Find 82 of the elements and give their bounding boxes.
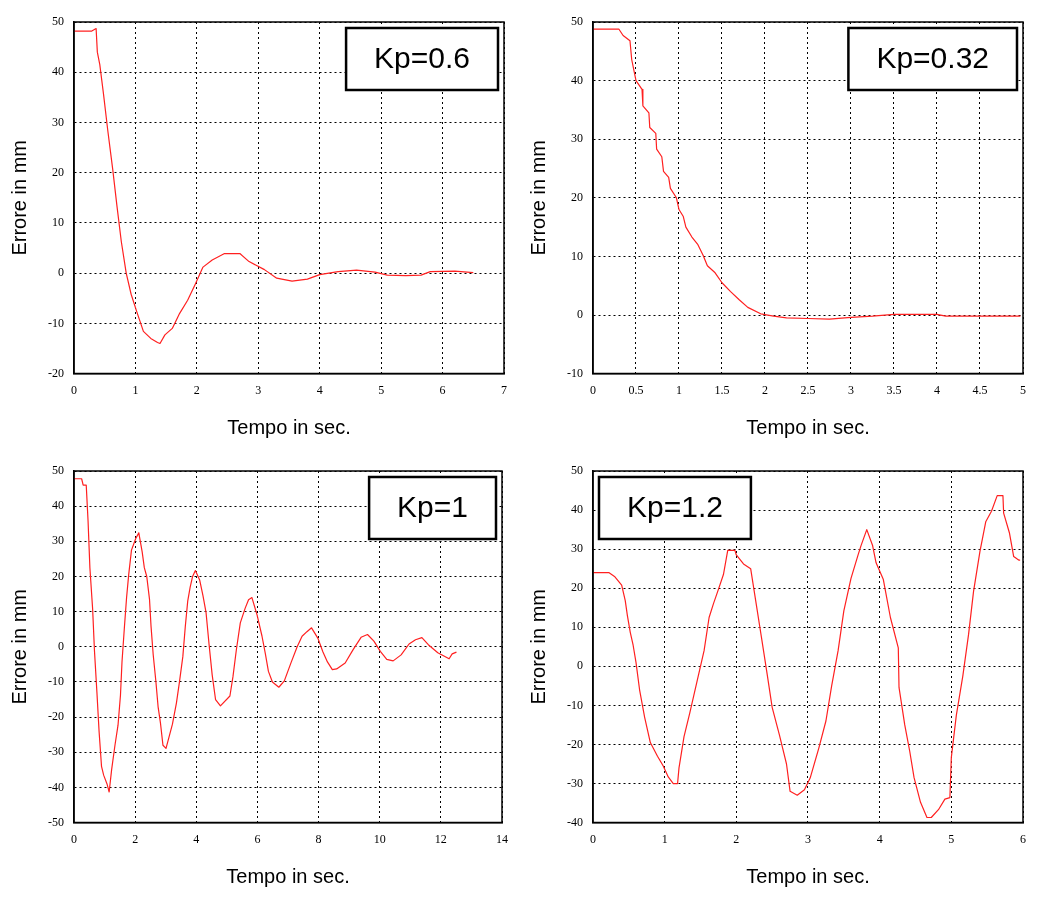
x-axis-title: Tempo in sec. xyxy=(227,415,351,438)
y-tick-label: 50 xyxy=(52,14,64,29)
y-tick-label: -20 xyxy=(567,736,583,751)
x-tick-label: 8 xyxy=(315,831,322,846)
x-tick-label: 10 xyxy=(373,831,386,846)
x-axis-title: Tempo in sec. xyxy=(746,864,870,887)
x-tick-label: 1.5 xyxy=(714,382,730,397)
y-tick-label: 0 xyxy=(577,307,583,322)
y-tick-label: 20 xyxy=(52,164,64,179)
y-tick-label: 40 xyxy=(571,72,583,87)
x-tick-label: 0 xyxy=(71,831,77,846)
y-tick-label: 0 xyxy=(58,265,64,280)
y-tick-label: -40 xyxy=(48,779,64,794)
x-tick-label: 1 xyxy=(132,382,139,397)
y-tick-label: -50 xyxy=(48,814,64,829)
x-tick-label: 1 xyxy=(661,831,668,846)
x-tick-label: 5 xyxy=(948,831,955,846)
annotation: Kp=1.2 xyxy=(626,490,723,524)
x-tick-label: 4 xyxy=(193,831,200,846)
x-tick-label: 0 xyxy=(71,382,77,397)
annotation: Kp=0.6 xyxy=(374,41,470,75)
y-tick-label: -30 xyxy=(48,744,64,759)
x-tick-label: 3 xyxy=(805,831,811,846)
y-tick-label: 20 xyxy=(571,189,583,204)
y-tick-label: 30 xyxy=(571,131,583,146)
x-tick-label: 6 xyxy=(439,382,446,397)
x-tick-label: 3 xyxy=(848,382,854,397)
y-tick-label: -20 xyxy=(48,709,64,724)
y-tick-label: 0 xyxy=(577,658,583,673)
y-tick-label: 30 xyxy=(52,114,64,129)
x-tick-label: 7 xyxy=(501,382,507,397)
x-tick-label: 5 xyxy=(378,382,385,397)
y-tick-label: -10 xyxy=(48,674,64,689)
x-tick-label: 2 xyxy=(193,382,200,397)
annotation: Kp=1 xyxy=(397,490,468,524)
x-tick-label: 2 xyxy=(733,831,740,846)
x-tick-label: 0 xyxy=(590,382,596,397)
y-tick-label: 10 xyxy=(52,603,64,618)
x-tick-label: 0 xyxy=(590,831,596,846)
x-tick-label: 4 xyxy=(876,831,883,846)
x-tick-label: 2 xyxy=(762,382,768,397)
x-tick-label: 2.5 xyxy=(800,382,816,397)
x-tick-label: 0.5 xyxy=(628,382,644,397)
y-tick-label: -10 xyxy=(567,697,583,712)
y-tick-label: 10 xyxy=(571,248,583,263)
y-tick-label: 30 xyxy=(52,533,64,548)
y-tick-label: 40 xyxy=(52,64,64,79)
x-tick-label: 5 xyxy=(1020,382,1026,397)
y-axis-title: Errore in mm xyxy=(526,589,549,705)
y-tick-label: 40 xyxy=(571,502,583,517)
y-tick-label: 30 xyxy=(571,541,583,556)
x-tick-label: 6 xyxy=(1020,831,1026,846)
x-tick-label: 3.5 xyxy=(886,382,902,397)
x-axis-title: Tempo in sec. xyxy=(226,864,350,887)
y-tick-label: -10 xyxy=(48,315,64,330)
x-tick-label: 1 xyxy=(676,382,682,397)
y-tick-label: 50 xyxy=(571,463,583,478)
y-tick-label: 50 xyxy=(571,14,583,29)
y-tick-label: -30 xyxy=(567,775,583,790)
y-axis-title: Errore in mm xyxy=(7,140,30,256)
x-tick-label: 14 xyxy=(496,831,508,846)
y-tick-label: 40 xyxy=(52,498,64,513)
y-tick-label: 10 xyxy=(52,215,64,230)
y-axis-title: Errore in mm xyxy=(526,140,549,256)
y-tick-label: 20 xyxy=(571,580,583,595)
x-tick-label: 4 xyxy=(934,382,940,397)
y-tick-label: 10 xyxy=(571,619,583,634)
x-tick-label: 4.5 xyxy=(972,382,988,397)
y-tick-label: 0 xyxy=(58,638,64,653)
x-axis-title: Tempo in sec. xyxy=(746,415,870,438)
x-tick-label: 2 xyxy=(132,831,139,846)
y-tick-label: -10 xyxy=(567,365,583,380)
annotation: Kp=0.32 xyxy=(876,41,989,75)
y-tick-label: 50 xyxy=(52,463,64,478)
x-tick-label: 12 xyxy=(434,831,447,846)
y-tick-label: -40 xyxy=(567,814,583,829)
y-axis-title: Errore in mm xyxy=(7,589,30,705)
x-tick-label: 3 xyxy=(255,382,262,397)
y-tick-label: -20 xyxy=(48,365,64,380)
x-tick-label: 4 xyxy=(316,382,323,397)
x-tick-label: 6 xyxy=(254,831,261,846)
y-tick-label: 20 xyxy=(52,568,64,583)
